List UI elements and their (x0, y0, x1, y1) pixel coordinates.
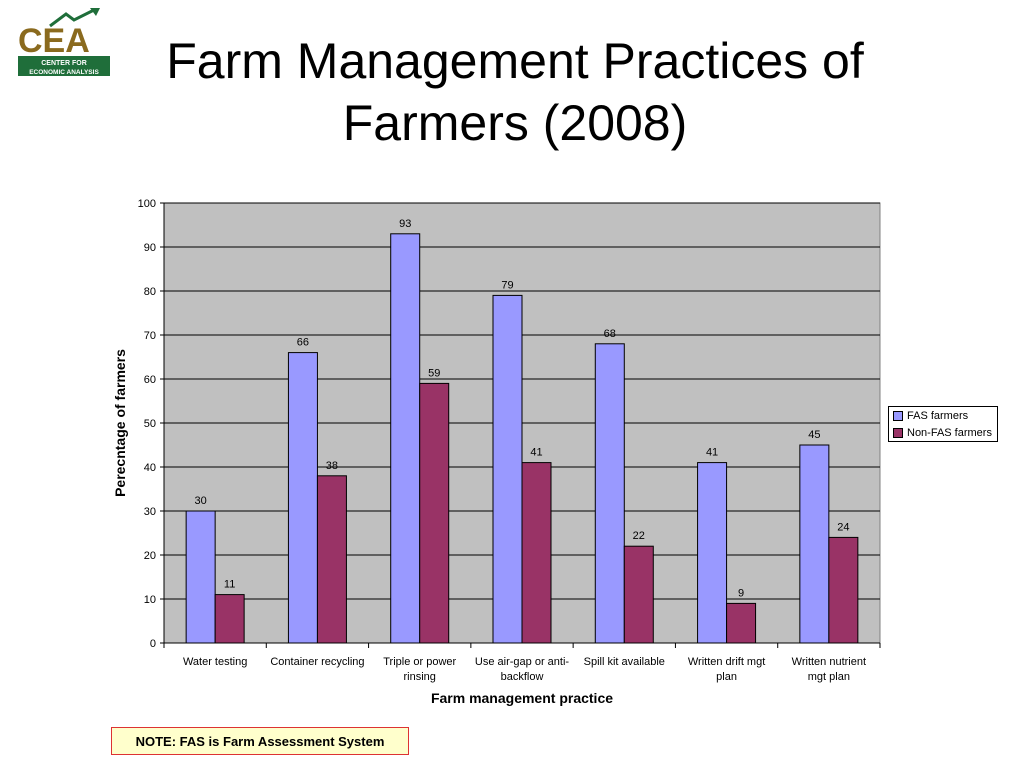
data-label: 41 (706, 447, 718, 459)
x-tick-label: Written nutrient (792, 656, 866, 668)
bar-non-fas (726, 602, 757, 644)
x-tick-label: Spill kit available (584, 656, 665, 668)
y-tick-label: 30 (144, 506, 156, 518)
bar-non-fas (521, 462, 552, 644)
y-tick-label: 100 (138, 198, 156, 210)
bar-fas (799, 444, 830, 644)
bar-non-fas (214, 594, 245, 644)
x-tick-label: backflow (501, 671, 544, 683)
legend-label-fas: FAS farmers (907, 409, 969, 422)
y-tick-label: 40 (144, 462, 156, 474)
data-label: 30 (195, 495, 207, 507)
bar-fas (492, 294, 523, 644)
logo-trend-arrow-icon (49, 8, 95, 28)
data-label: 79 (501, 279, 513, 291)
x-tick-label: Use air-gap or anti- (475, 656, 569, 668)
y-tick-label: 70 (144, 330, 156, 342)
x-tick-label: rinsing (404, 671, 436, 683)
bar-non-fas (316, 475, 347, 644)
bar-non-fas (828, 536, 859, 644)
data-label: 68 (604, 328, 616, 340)
footnote-box: NOTE: FAS is Farm Assessment System (111, 727, 409, 755)
footnote-text: NOTE: FAS is Farm Assessment System (135, 733, 385, 749)
x-tick-label: Water testing (183, 656, 247, 668)
legend-item-non-fas: Non-FAS farmers (889, 424, 997, 441)
y-tick-label: 0 (150, 638, 156, 650)
x-axis-label: Farm management practice (430, 690, 614, 706)
logo-line2: ECONOMIC ANALYSIS (29, 69, 99, 76)
x-tick-label: Container recycling (270, 656, 364, 668)
data-label: 45 (808, 429, 820, 441)
legend-swatch-non-fas (893, 427, 903, 438)
data-label: 22 (633, 530, 645, 542)
data-label: 59 (428, 367, 440, 379)
y-tick-label: 60 (144, 374, 156, 386)
data-label: 66 (297, 337, 309, 349)
data-label: 9 (738, 587, 744, 599)
bar-fas (697, 462, 728, 644)
bar-non-fas (419, 382, 450, 644)
legend-item-fas: FAS farmers (889, 407, 997, 424)
data-label: 41 (530, 447, 542, 459)
bar-fas (390, 233, 421, 644)
bar-non-fas (623, 545, 654, 644)
y-tick-label: 10 (144, 594, 156, 606)
cea-logo: CEA CENTER FOR ECONOMIC ANALYSIS (14, 8, 114, 78)
data-label: 24 (837, 521, 849, 533)
legend-swatch-fas (893, 410, 903, 421)
slide-title: Farm Management Practices of Farmers (20… (166, 33, 864, 151)
x-tick-label: Triple or power (383, 656, 456, 668)
logo-line1: CENTER FOR (41, 60, 87, 67)
data-label: 93 (399, 218, 411, 230)
y-tick-label: 80 (144, 286, 156, 298)
data-label: 11 (224, 579, 235, 591)
logo-arrowhead-icon (90, 8, 100, 16)
cea-logo-graphic: CEA CENTER FOR ECONOMIC ANALYSIS (18, 8, 110, 76)
y-axis-label: Perecntage of farmers (112, 349, 128, 497)
bar-fas (287, 352, 318, 644)
x-tick-label: Written drift mgt (688, 656, 765, 668)
bar-fas (185, 510, 216, 644)
x-tick-label: mgt plan (808, 671, 850, 683)
logo-letters: CEA (18, 22, 90, 60)
y-tick-label: 50 (144, 418, 156, 430)
y-tick-label: 20 (144, 550, 156, 562)
chart-legend: FAS farmers Non-FAS farmers (888, 406, 998, 442)
x-tick-label: plan (716, 671, 737, 683)
bar-fas (594, 343, 625, 644)
y-tick-label: 90 (144, 242, 156, 254)
data-label: 38 (326, 460, 338, 472)
legend-label-non-fas: Non-FAS farmers (907, 426, 992, 439)
logo-band (18, 56, 110, 76)
